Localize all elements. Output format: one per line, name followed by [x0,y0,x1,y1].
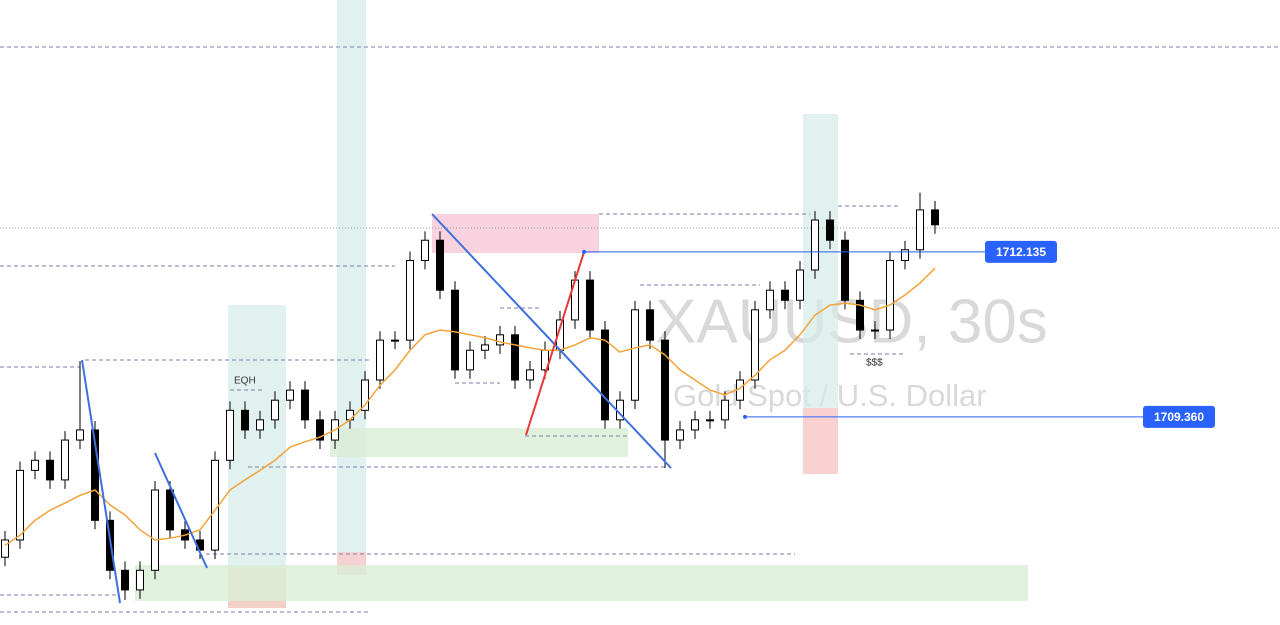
price-label: 1709.360 [1154,410,1204,424]
candle-body [601,329,609,421]
moving-average [4,267,936,546]
candle-body [466,349,474,371]
candle-body [256,419,264,431]
price-label: 1712.135 [996,245,1046,259]
price-anchor [743,414,747,419]
candle-body [841,239,849,301]
candle-body [526,369,534,381]
candle-body [16,469,24,541]
candle-body [676,429,684,441]
candle-body [91,429,99,521]
candle-body [721,399,729,421]
zone [803,408,838,474]
price-label-box [985,240,1057,263]
candle-body [121,569,129,591]
zone [228,305,286,568]
candle-body [1,539,9,558]
annotation: EQH [234,376,256,387]
candle-body [436,239,444,291]
candle-body [271,399,279,421]
trend-line [81,359,121,604]
zone [803,114,838,408]
zone [330,428,628,457]
candle-body [76,429,84,441]
trend-line [525,251,585,436]
candle-body [241,409,249,431]
candle-body [706,419,714,422]
candle-body [151,489,159,571]
trend-lines [81,213,672,604]
zone [135,565,1028,601]
candle-body [316,419,324,441]
candle-body [376,339,384,381]
candle-body [646,309,654,341]
candle-body [766,289,774,311]
candle-body [886,259,894,331]
levels [0,46,1280,613]
zones [135,0,1028,608]
candle-body [61,439,69,481]
candle-body [586,279,594,331]
candle-body [691,419,699,431]
candle-body [901,249,909,261]
candle-body [916,209,924,251]
annotation: $$$ [866,358,883,369]
zone [432,214,599,253]
candle-body [361,379,369,411]
candle-body [871,329,879,332]
candle-body [661,339,669,441]
candle-body [511,334,519,381]
price-labels: 1712.135 1709.360 [582,240,1215,428]
candle-body [931,209,939,226]
price-label-box [1143,405,1215,428]
candle-body [451,289,459,371]
candle-body [856,299,864,331]
candle-body [481,344,489,351]
candle-body [781,289,789,301]
candle-body [421,239,429,261]
symbol-watermark: XAUUSD, 30s [655,287,1048,356]
trend-line [431,213,672,469]
candle-body [166,489,174,531]
candle-body [46,459,54,481]
candle-body [31,459,39,471]
trend-line [154,452,208,569]
candle-body [136,569,144,591]
price-anchor [582,249,586,254]
candle-body [796,269,804,301]
candle-body [406,259,414,341]
candle-body [631,309,639,401]
candle-body [826,219,834,241]
candle-body [811,219,819,271]
candle-body [286,389,294,401]
candle-body [391,339,399,342]
candle-body [751,309,759,381]
candle-body [496,334,504,346]
candle-body [211,459,219,551]
zone [337,0,366,552]
candle-body [226,409,234,461]
candle-body [301,389,309,421]
